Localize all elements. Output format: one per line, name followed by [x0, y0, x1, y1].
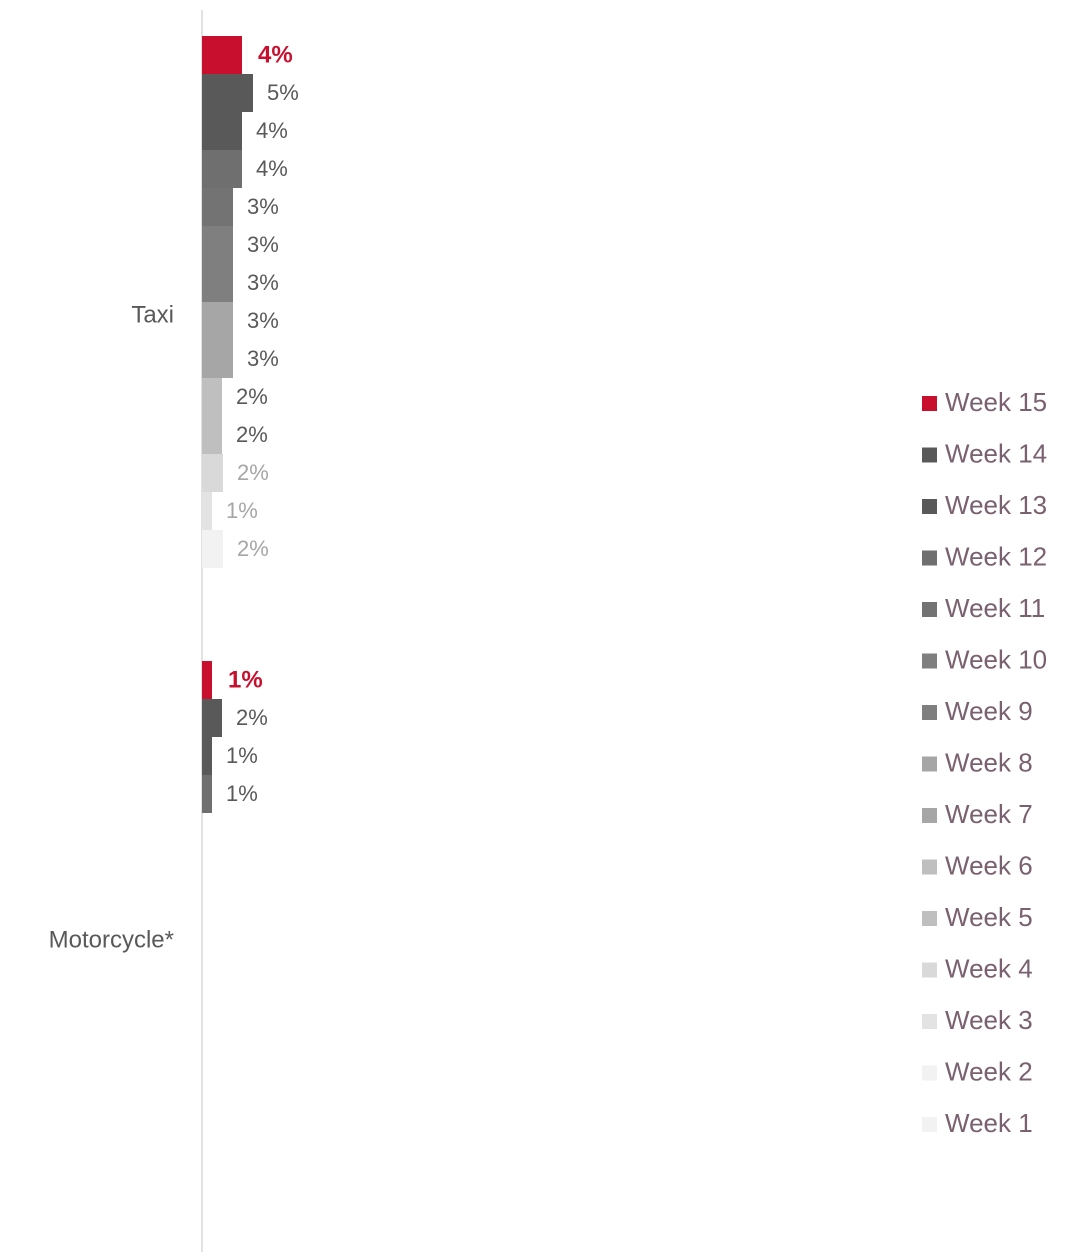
legend-label: Week 6 — [945, 850, 1033, 880]
legend-swatch — [922, 1014, 937, 1029]
value-label: 2% — [236, 705, 268, 730]
value-label: 1% — [226, 498, 258, 523]
legend-swatch — [922, 602, 937, 617]
legend-label: Week 9 — [945, 696, 1033, 726]
bar — [202, 112, 242, 150]
value-label: 3% — [247, 308, 279, 333]
legend-label: Week 14 — [945, 438, 1047, 468]
bar — [202, 737, 212, 775]
legend-swatch — [922, 756, 937, 772]
legend-label: Week 5 — [945, 902, 1033, 932]
legend-swatch — [922, 911, 937, 926]
value-label: 3% — [247, 194, 279, 219]
legend-label: Week 4 — [945, 953, 1033, 983]
legend-label: Week 3 — [945, 1005, 1033, 1035]
value-label: 4% — [258, 41, 293, 68]
legend-label: Week 1 — [945, 1108, 1033, 1138]
value-label: 1% — [228, 666, 263, 693]
bar — [202, 340, 233, 378]
legend-swatch — [922, 859, 937, 875]
bar — [202, 699, 222, 737]
bar — [202, 661, 212, 699]
legend-label: Week 13 — [945, 490, 1047, 520]
bar — [202, 775, 212, 813]
legend-swatch — [922, 447, 937, 463]
legend-swatch — [922, 1117, 937, 1132]
value-label: 2% — [236, 422, 268, 447]
legend-label: Week 12 — [945, 541, 1047, 571]
legend-label: Week 7 — [945, 799, 1033, 829]
category-label: Motorcycle* — [49, 926, 174, 953]
bar — [202, 188, 233, 226]
bar — [202, 74, 253, 112]
value-label: 2% — [237, 536, 269, 561]
value-label: 2% — [236, 384, 268, 409]
value-label: 5% — [267, 80, 299, 105]
value-label: 1% — [226, 781, 258, 806]
bar — [202, 492, 212, 530]
value-label: 1% — [226, 743, 258, 768]
legend-label: Week 11 — [945, 593, 1045, 623]
legend-swatch — [922, 550, 937, 566]
legend-label: Week 8 — [945, 747, 1033, 777]
value-label: 3% — [247, 346, 279, 371]
bar — [202, 416, 222, 454]
bar — [202, 530, 223, 568]
value-label: 4% — [256, 118, 288, 143]
value-label: 3% — [247, 270, 279, 295]
value-label: 2% — [237, 460, 269, 485]
value-label: 4% — [256, 156, 288, 181]
bar — [202, 378, 222, 416]
legend-label: Week 2 — [945, 1056, 1033, 1086]
bar — [202, 264, 233, 302]
bar — [202, 226, 233, 264]
legend-swatch — [922, 499, 937, 514]
legend-swatch — [922, 653, 937, 669]
legend-swatch — [922, 962, 937, 978]
legend-swatch — [922, 808, 937, 823]
legend-label: Week 10 — [945, 644, 1047, 674]
bar — [202, 150, 242, 188]
value-label: 3% — [247, 232, 279, 257]
bar — [202, 36, 242, 74]
bar — [202, 454, 223, 492]
legend-swatch — [922, 396, 937, 411]
legend-swatch — [922, 1065, 937, 1081]
bar — [202, 302, 233, 340]
legend-swatch — [922, 705, 937, 720]
category-label: Taxi — [131, 301, 174, 328]
legend-label: Week 15 — [945, 387, 1047, 417]
